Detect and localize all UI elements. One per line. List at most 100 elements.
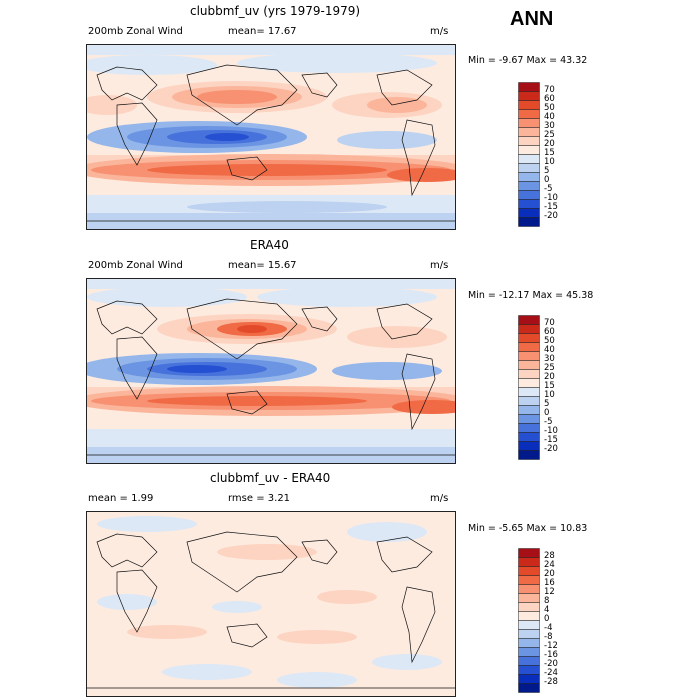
colorbar-swatch (518, 315, 540, 325)
colorbar-tick-label: 30 (544, 354, 555, 364)
colorbar-swatch (518, 145, 540, 155)
colorbar-swatch (518, 118, 540, 128)
colorbar-swatch (518, 450, 540, 460)
colorbar-tick-label: 0 (544, 408, 550, 418)
panel-1-mean: mean= 17.67 (228, 26, 297, 37)
colorbar-swatch (518, 441, 540, 451)
colorbar-swatch (518, 638, 540, 648)
colorbar-tick-label: 20 (544, 372, 555, 382)
panel-3-units: m/s (430, 493, 449, 504)
panel-2-minmax: Min = -12.17 Max = 45.38 (468, 290, 594, 301)
colorbar-swatch (518, 324, 540, 334)
panel-1-map (86, 44, 456, 230)
colorbar-tick-label: 20 (544, 569, 555, 579)
colorbar-tick-label: 50 (544, 336, 555, 346)
colorbar-swatch (518, 674, 540, 684)
panel-2-map-svg (87, 279, 455, 463)
colorbar-tick-label: 20 (544, 139, 555, 149)
panel-2-mean: mean= 15.67 (228, 260, 297, 271)
colorbar-tick-label: 40 (544, 345, 555, 355)
panel-3-mean: mean = 1.99 (88, 493, 154, 504)
panel-3-rmse: rmse = 3.21 (228, 493, 291, 504)
colorbar-swatch (518, 414, 540, 424)
colorbar-swatch (518, 611, 540, 621)
colorbar-swatch (518, 342, 540, 352)
colorbar-tick-label: 16 (544, 578, 555, 588)
panel-1-units: m/s (430, 26, 449, 37)
colorbar-tick-label: 15 (544, 381, 555, 391)
colorbar-tick-label: -10 (544, 193, 558, 203)
colorbar-swatch (518, 172, 540, 182)
colorbar-swatch (518, 163, 540, 173)
colorbar-tick-label: 10 (544, 157, 555, 167)
colorbar-swatch (518, 656, 540, 666)
colorbar-swatch (518, 557, 540, 567)
colorbar-swatch (518, 154, 540, 164)
colorbar-swatch (518, 548, 540, 558)
colorbar-swatch (518, 369, 540, 379)
colorbar-swatch (518, 109, 540, 119)
colorbar-tick-label: 12 (544, 587, 555, 597)
panel-3-colorbar-svg (518, 548, 540, 693)
panel-2-colorbar (518, 315, 540, 464)
colorbar-tick-label: 5 (544, 399, 550, 409)
colorbar-swatch (518, 136, 540, 146)
colorbar-swatch (518, 360, 540, 370)
colorbar-swatch (518, 208, 540, 218)
colorbar-swatch (518, 593, 540, 603)
panel-1-left-text: 200mb Zonal Wind (88, 26, 183, 37)
colorbar-tick-label: 60 (544, 327, 555, 337)
colorbar-tick-label: 5 (544, 166, 550, 176)
panel-3-map-svg (87, 512, 455, 696)
colorbar-tick-label: 0 (544, 175, 550, 185)
colorbar-tick-label: 28 (544, 551, 555, 561)
colorbar-tick-label: 30 (544, 121, 555, 131)
colorbar-tick-label: 70 (544, 85, 555, 95)
colorbar-swatch (518, 405, 540, 415)
colorbar-swatch (518, 665, 540, 675)
colorbar-tick-label: 8 (544, 596, 550, 606)
colorbar-swatch (518, 566, 540, 576)
colorbar-tick-label: 60 (544, 94, 555, 104)
panel-2-title: ERA40 (250, 238, 289, 252)
panel-1-map-svg (87, 45, 455, 229)
colorbar-tick-label: -5 (544, 417, 553, 427)
colorbar-swatch (518, 181, 540, 191)
colorbar-swatch (518, 620, 540, 630)
colorbar-swatch (518, 683, 540, 693)
colorbar-swatch (518, 575, 540, 585)
colorbar-swatch (518, 602, 540, 612)
panel-3-map (86, 511, 456, 697)
colorbar-swatch (518, 82, 540, 92)
colorbar-tick-label: 15 (544, 148, 555, 158)
colorbar-swatch (518, 396, 540, 406)
colorbar-swatch (518, 217, 540, 227)
colorbar-tick-label: -28 (544, 677, 558, 687)
panel-3-title: clubbmf_uv - ERA40 (210, 471, 331, 485)
colorbar-tick-label: -20 (544, 444, 558, 454)
colorbar-tick-label: 50 (544, 103, 555, 113)
panel-3-minmax: Min = -5.65 Max = 10.83 (468, 523, 588, 534)
panel-1-colorbar-svg (518, 82, 540, 227)
colorbar-swatch (518, 647, 540, 657)
colorbar-tick-label: -12 (544, 641, 558, 651)
colorbar-tick-label: -5 (544, 184, 553, 194)
colorbar-tick-label: -8 (544, 632, 553, 642)
colorbar-tick-label: -10 (544, 426, 558, 436)
colorbar-swatch (518, 333, 540, 343)
colorbar-tick-label: -16 (544, 650, 558, 660)
colorbar-swatch (518, 629, 540, 639)
panel-2-colorbar-svg (518, 315, 540, 460)
colorbar-tick-label: 0 (544, 614, 550, 624)
colorbar-swatch (518, 199, 540, 209)
colorbar-swatch (518, 190, 540, 200)
colorbar-tick-label: 25 (544, 130, 555, 140)
colorbar-tick-label: -20 (544, 659, 558, 669)
colorbar-tick-label: -20 (544, 211, 558, 221)
panel-2-left-text: 200mb Zonal Wind (88, 260, 183, 271)
panel-2-units: m/s (430, 260, 449, 271)
colorbar-tick-label: 40 (544, 112, 555, 122)
colorbar-tick-label: -4 (544, 623, 553, 633)
colorbar-tick-label: 4 (544, 605, 550, 615)
colorbar-tick-label: 25 (544, 363, 555, 373)
